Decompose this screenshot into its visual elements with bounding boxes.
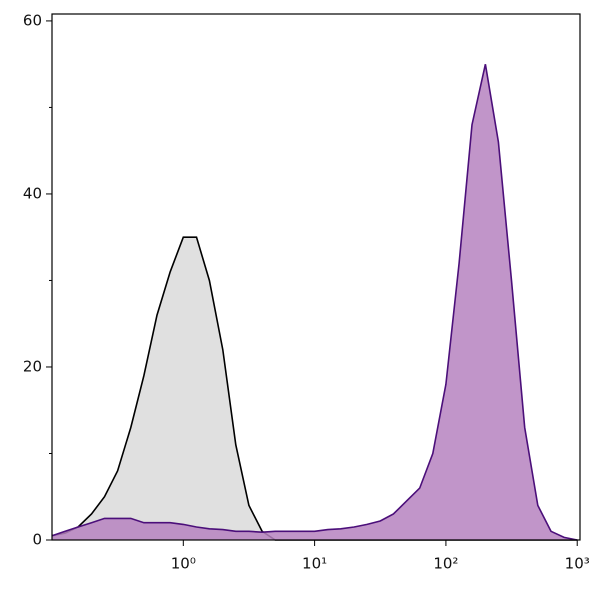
y-tick-label: 0: [32, 531, 42, 549]
y-tick-label: 20: [23, 357, 42, 375]
histogram-area: [52, 64, 578, 540]
plot-frame: [51, 13, 581, 541]
x-tick-label: 10⁰: [171, 555, 196, 573]
x-tick-label: 10¹: [302, 555, 327, 573]
x-tick-label: 10³: [565, 555, 590, 573]
y-tick-label: 60: [23, 11, 42, 29]
y-tick-label: 40: [23, 184, 42, 202]
histogram-line: [51, 64, 578, 541]
x-tick-label: 10²: [433, 555, 458, 573]
histogram-area: [52, 237, 578, 540]
